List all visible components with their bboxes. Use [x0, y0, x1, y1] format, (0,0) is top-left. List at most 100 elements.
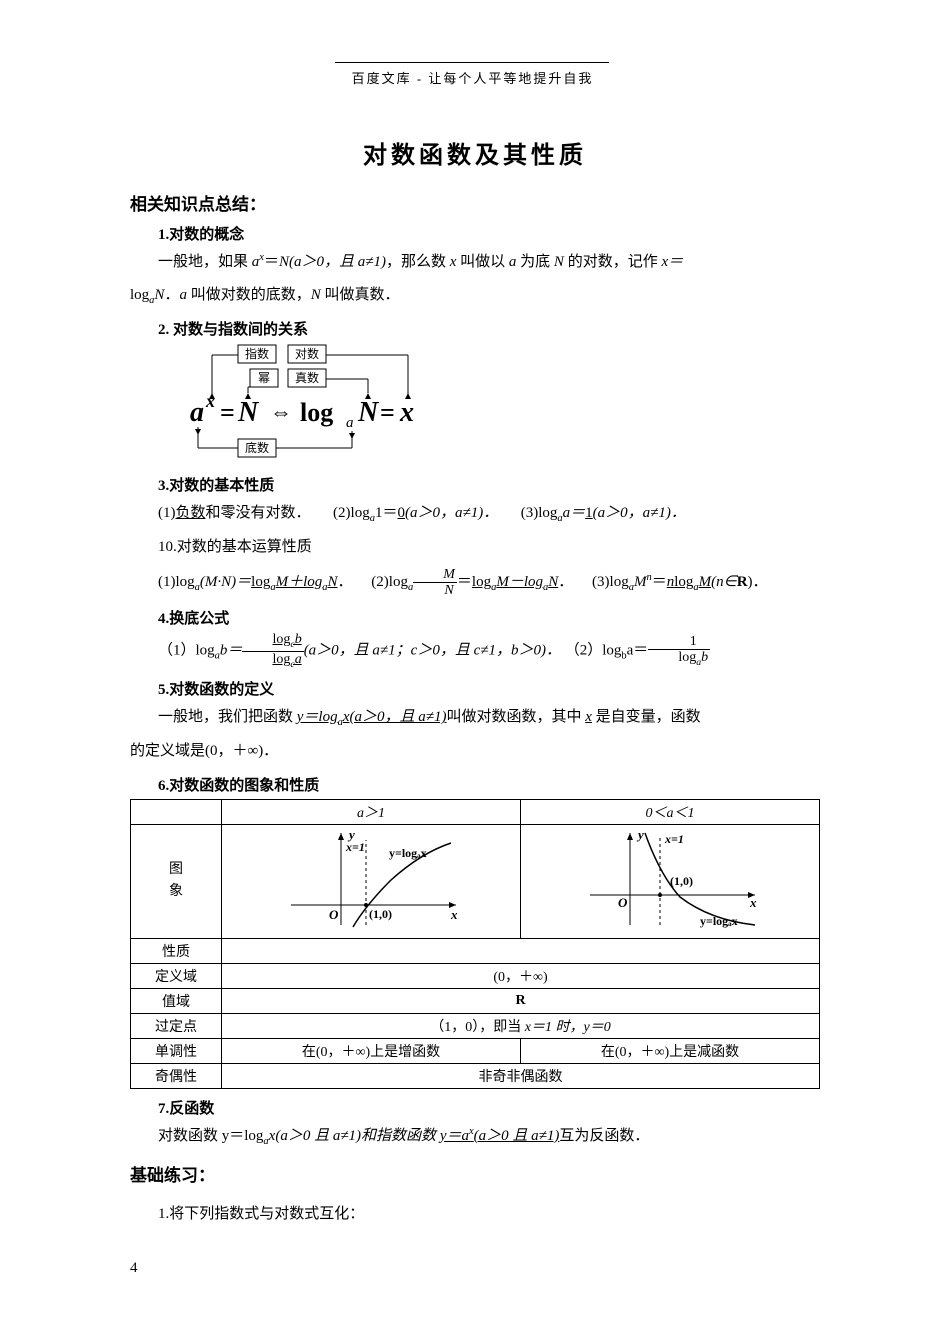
s5-heading: 5.对数函数的定义 — [130, 678, 820, 699]
t: ＝ — [457, 574, 472, 590]
t: (3)log — [592, 574, 629, 590]
t: 对数函数 y＝log — [158, 1128, 263, 1144]
t: 是自变量，函数 — [592, 709, 701, 725]
cell: 非奇非偶函数 — [222, 1063, 820, 1088]
svg-text:x: x — [399, 397, 414, 428]
t: 叫做对数的底数， — [187, 287, 311, 303]
axis-label: x — [450, 907, 458, 922]
t: ． — [558, 574, 573, 590]
u: 负数 — [176, 505, 206, 521]
v: N — [554, 254, 564, 270]
header-rule — [335, 62, 609, 63]
practice-heading: 基础练习： — [130, 1161, 820, 1186]
origin: O — [329, 907, 339, 922]
table-row: 图象 y x O x=1 (1,0) — [131, 824, 820, 938]
table-row: 奇偶性非奇非偶函数 — [131, 1063, 820, 1088]
t: log — [251, 574, 270, 590]
s4-heading: 4.换底公式 — [130, 607, 820, 628]
table-row: 值域R — [131, 988, 820, 1013]
table-row: a＞1 0＜a＜1 — [131, 799, 820, 824]
t: 一般地，我们把函数 — [158, 709, 297, 725]
u: 0 — [397, 505, 405, 521]
table-row: 单调性在(0，＋∞)上是增函数在(0，＋∞)上是减函数 — [131, 1038, 820, 1063]
asymptote-label: x=1 — [345, 840, 365, 854]
t: N — [328, 574, 338, 590]
v: x — [585, 709, 592, 725]
page: 百度文库 - 让每个人平等地提升自我 对数函数及其性质 相关知识点总结： 1.对… — [0, 0, 945, 1337]
t: x(a＞0，且 a≠1) — [343, 709, 447, 725]
row-graph-label: 图象 — [131, 824, 222, 938]
s7-para: 对数函数 y＝logax(a＞0 且 a≠1)和指数函数 y＝ax(a＞0 且 … — [130, 1122, 820, 1152]
cell: 定义域 — [131, 963, 222, 988]
cell: 单调性 — [131, 1038, 222, 1063]
content: 对数函数及其性质 相关知识点总结： 1.对数的概念 一般地，如果 ax＝N(a＞… — [130, 135, 820, 1233]
t: log — [472, 574, 491, 590]
fn-label: y=logₐx — [700, 914, 738, 928]
s6-heading: 6.对数函数的图象和性质 — [130, 774, 820, 795]
t: (2)log — [371, 574, 408, 590]
svg-text:a: a — [346, 415, 354, 431]
t: (M·N)＝ — [200, 574, 251, 590]
t: ＝ — [652, 574, 667, 590]
t: 叫做以 — [456, 254, 509, 270]
graph-increasing: y x O x=1 (1,0) y=logₐx — [222, 824, 521, 938]
s1-heading: 1.对数的概念 — [130, 223, 820, 244]
t: a＝ — [627, 642, 649, 658]
s1-para: 一般地，如果 ax＝N(a＞0，且 a≠1)，那么数 x 叫做以 a 为底 N … — [130, 248, 820, 277]
t: b＝ — [220, 642, 243, 658]
t: log — [674, 574, 693, 590]
summary-heading: 相关知识点总结： — [130, 190, 820, 215]
page-number: 4 — [130, 1260, 138, 1277]
origin: O — [618, 895, 628, 910]
t: ＝ — [264, 254, 279, 270]
t: b — [701, 650, 708, 665]
col-a-lt-1: 0＜a＜1 — [521, 799, 820, 824]
svg-text:=: = — [380, 398, 395, 427]
t: 和零没有对数． — [206, 505, 311, 521]
axis-label: x — [749, 895, 757, 910]
fn-label: y=logₐx — [389, 846, 427, 860]
point-label: (1,0) — [369, 907, 392, 921]
t: R — [737, 574, 748, 590]
log-graph-increasing: y x O x=1 (1,0) y=logₐx — [271, 825, 471, 933]
svg-text:x: x — [205, 391, 215, 411]
t: a — [295, 652, 302, 667]
cell: 在(0，＋∞)上是减函数 — [521, 1038, 820, 1063]
s2-heading: 2. 对数与指数间的关系 — [130, 318, 820, 339]
t: b — [295, 632, 302, 647]
t: (n∈ — [711, 574, 737, 590]
t: 叫做对数函数，其中 — [446, 709, 585, 725]
table-row: 过定点（1，0），即当 x＝1 时，y＝0 — [131, 1013, 820, 1038]
t: N — [548, 574, 558, 590]
box-label: 指数 — [245, 346, 269, 361]
cell: 过定点 — [131, 1013, 222, 1038]
s2-diagram: 指数 对数 幂 真数 a x = N ⇔ log a N = x — [170, 343, 820, 466]
cell: 奇偶性 — [131, 1063, 222, 1088]
point-label: (1,0) — [670, 874, 693, 888]
t: )． — [748, 574, 768, 590]
svg-text:N: N — [357, 397, 380, 428]
t: ． — [338, 574, 353, 590]
t: 1＝ — [375, 505, 398, 521]
t: M — [699, 574, 712, 590]
t: （2）log — [565, 642, 622, 658]
cell: 在(0，＋∞)上是增函数 — [222, 1038, 521, 1063]
t: x(a＞0 且 a≠1)和指数函数 — [269, 1128, 440, 1144]
graph-decreasing: y x O x=1 (1,0) y=logₐx — [521, 824, 820, 938]
t: y＝log — [297, 709, 338, 725]
log-graph-decreasing: y x O x=1 (1,0) y=logₐx — [570, 825, 770, 933]
svg-text:=: = — [220, 398, 235, 427]
cell: R — [222, 988, 820, 1013]
t: (a＞0 且 a≠1) — [474, 1128, 560, 1144]
s1-para2: logaN．a 叫做对数的底数，N 叫做真数． — [130, 281, 820, 311]
q1: 1.将下列指数式与对数式互化： — [130, 1200, 820, 1229]
doc-title: 对数函数及其性质 — [130, 135, 820, 170]
table-row: 性质 — [131, 938, 820, 963]
cell: (0，＋∞) — [222, 963, 820, 988]
svg-text:log: log — [300, 398, 333, 427]
t: (a＞0，且 a≠1；c＞0，且 c≠1，b＞0)． — [304, 642, 561, 658]
svg-text:⇔: ⇔ — [270, 399, 292, 424]
t: (3)log — [521, 505, 558, 521]
cell: 性质 — [131, 938, 222, 963]
exp-log-diagram: 指数 对数 幂 真数 a x = N ⇔ log a N = x — [170, 343, 490, 461]
